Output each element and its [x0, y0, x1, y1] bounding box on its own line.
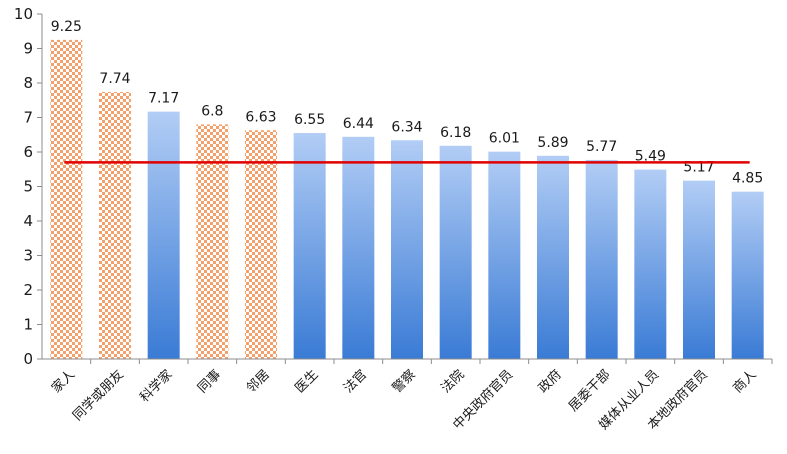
- bar: [488, 151, 521, 359]
- y-axis: 0 1 2 3 4 5 6 7 8 9 10: [14, 5, 43, 368]
- y-tick-label: 6: [23, 143, 33, 161]
- bar: [439, 145, 472, 359]
- y-tick-label: 2: [23, 281, 33, 299]
- x-category-label: 家人: [48, 367, 78, 397]
- bar-value-label: 5.17: [683, 160, 714, 176]
- y-tick-label: 4: [23, 212, 33, 230]
- bar: [391, 140, 423, 359]
- x-category-label: 商人: [730, 367, 759, 396]
- x-category-label: 警察: [389, 367, 419, 397]
- x-category-label: 政府: [536, 367, 565, 396]
- bar: [245, 130, 277, 359]
- y-tick-label: 10: [14, 5, 33, 23]
- x-category-label: 居委干部: [566, 367, 613, 414]
- bar-value-label: 6.8: [201, 103, 223, 119]
- y-tick-label: 7: [23, 109, 33, 127]
- bar: [634, 169, 667, 359]
- bar: [99, 91, 131, 359]
- y-tick-label: 5: [23, 178, 33, 196]
- bar: [50, 39, 83, 359]
- y-tick-label: 8: [23, 74, 33, 92]
- x-category-label: 科学家: [137, 367, 176, 406]
- bar: [683, 180, 715, 359]
- y-tick-label: 1: [23, 316, 33, 334]
- bar-value-label: 6.63: [245, 109, 276, 125]
- bar-value-label: 7.74: [99, 71, 130, 87]
- bar: [196, 124, 229, 360]
- bar-value-label: 5.89: [537, 135, 568, 151]
- bar-value-label: 6.34: [391, 119, 422, 135]
- x-category-label: 同学或朋友: [70, 367, 127, 424]
- bar: [731, 191, 764, 359]
- bar-value-label: 6.44: [343, 116, 374, 132]
- bar: [585, 159, 618, 359]
- bar: [293, 133, 326, 359]
- y-tick-label: 3: [23, 247, 33, 265]
- bar-value-label: 5.77: [586, 139, 617, 155]
- bar-value-label: 4.85: [732, 171, 763, 187]
- x-category-label: 同事: [195, 367, 224, 396]
- bar-value-label: 7.17: [148, 91, 179, 107]
- bar: [537, 155, 569, 359]
- bar-value-label: 5.49: [635, 149, 666, 165]
- y-tick-label: 9: [23, 40, 33, 58]
- x-category-label: 医生: [292, 367, 321, 396]
- x-category-label: 法官: [340, 367, 370, 397]
- bar: [342, 136, 375, 359]
- bar-value-label: 6.18: [440, 125, 471, 141]
- x-category-label: 邻居: [244, 367, 273, 396]
- bar-value-label: 6.01: [489, 131, 520, 147]
- bar: [147, 111, 180, 359]
- y-tick-label: 0: [23, 350, 33, 368]
- bar-value-label: 9.25: [51, 19, 82, 35]
- data-labels: 9.25 7.74 7.17 6.8 6.63 6.55 6.44 6.34 6.18 6.01 5…: [51, 19, 764, 187]
- x-category-label: 法院: [438, 367, 467, 396]
- bar-value-label: 6.55: [294, 112, 325, 128]
- bars: [50, 39, 764, 360]
